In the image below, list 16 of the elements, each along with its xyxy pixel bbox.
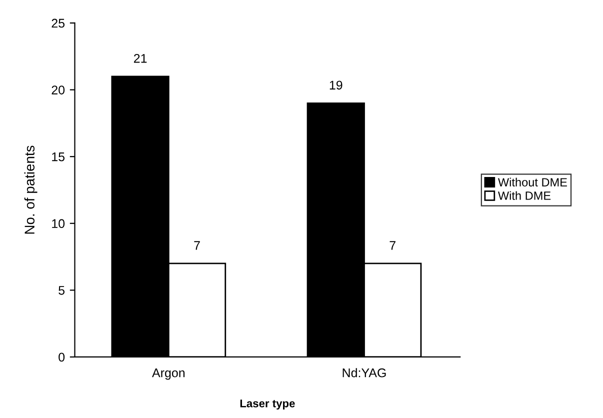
x-tick-label: Nd:YAG <box>342 368 386 378</box>
data-label: 7 <box>194 241 200 250</box>
y-tick-label: 20 <box>52 86 65 94</box>
legend-label: With DME <box>498 191 551 200</box>
y-axis-title: No. of patients <box>24 146 38 234</box>
y-tick-label: 5 <box>58 286 65 295</box>
data-label: 7 <box>390 241 396 250</box>
data-label: 19 <box>330 80 342 90</box>
y-tick-label: 10 <box>52 219 65 228</box>
legend-label: Without DME <box>498 178 567 186</box>
y-tick-label: 25 <box>52 18 65 28</box>
x-axis-title: Laser type <box>240 400 295 410</box>
data-label: 21 <box>134 54 147 63</box>
x-tick-label: Argon <box>152 368 185 380</box>
y-tick-label: 15 <box>52 152 65 162</box>
y-tick-label: 0 <box>58 352 65 362</box>
